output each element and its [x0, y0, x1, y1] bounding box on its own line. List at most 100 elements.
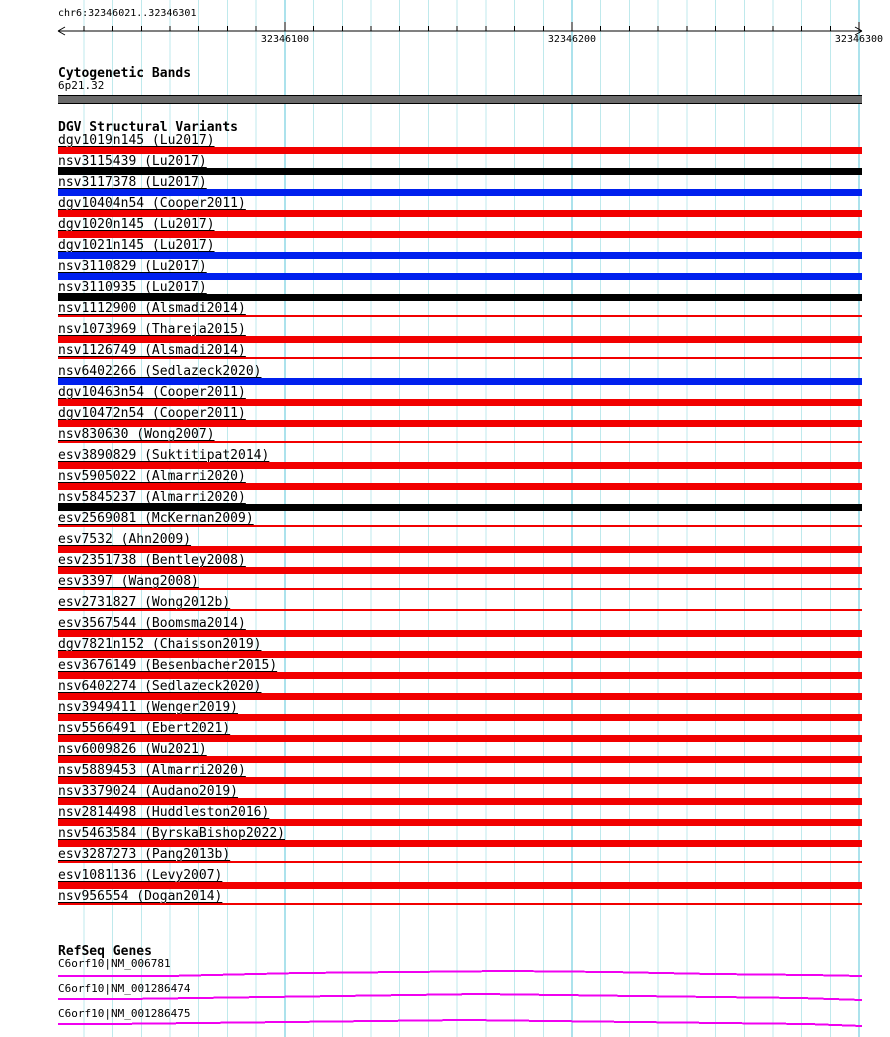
variant-label[interactable]: esv2731827 (Wong2012b): [58, 595, 231, 610]
variant-row: nsv956554 (Dogan2014): [0, 890, 890, 911]
variant-bar[interactable]: [58, 588, 862, 590]
variant-row: dgv1019n145 (Lu2017): [0, 134, 890, 155]
variant-label[interactable]: nsv5845237 (Almarri2020): [58, 490, 246, 505]
variant-bar[interactable]: [58, 735, 862, 742]
variant-label[interactable]: nsv3110829 (Lu2017): [58, 259, 207, 274]
gene-label[interactable]: C6orf10|NM_006781: [58, 957, 171, 970]
variant-label[interactable]: esv3567544 (Boomsma2014): [58, 616, 246, 631]
ruler-tick-label: 32346100: [260, 34, 310, 45]
variant-row: nsv3117378 (Lu2017): [0, 176, 890, 197]
gene-structure-line[interactable]: [58, 969, 863, 977]
variant-bar[interactable]: [58, 567, 862, 574]
variant-bar[interactable]: [58, 840, 862, 847]
variant-label[interactable]: dgv10472n54 (Cooper2011): [58, 406, 246, 421]
cytoband-bar[interactable]: [58, 95, 862, 104]
variant-bar[interactable]: [58, 294, 862, 301]
variant-bar[interactable]: [58, 903, 862, 905]
variant-label[interactable]: esv3676149 (Besenbacher2015): [58, 658, 278, 673]
variant-bar[interactable]: [58, 441, 862, 443]
variant-bar[interactable]: [58, 252, 862, 259]
variant-bar[interactable]: [58, 777, 862, 784]
variant-bar[interactable]: [58, 798, 862, 805]
variant-label[interactable]: nsv830630 (Wong2007): [58, 427, 215, 442]
variant-bar[interactable]: [58, 231, 862, 238]
variant-row: esv2351738 (Bentley2008): [0, 554, 890, 575]
variant-bar[interactable]: [58, 336, 862, 343]
variant-label[interactable]: dgv7821n152 (Chaisson2019): [58, 637, 262, 652]
variant-label[interactable]: esv1081136 (Levy2007): [58, 868, 223, 883]
variant-label[interactable]: nsv5905022 (Almarri2020): [58, 469, 246, 484]
variant-bar[interactable]: [58, 693, 862, 700]
variant-bar[interactable]: [58, 609, 862, 611]
variant-row: esv3676149 (Besenbacher2015): [0, 659, 890, 680]
variant-bar[interactable]: [58, 882, 862, 889]
variant-row: esv2731827 (Wong2012b): [0, 596, 890, 617]
gene-structure-line[interactable]: [58, 992, 863, 1001]
variant-bar[interactable]: [58, 756, 862, 763]
variant-label[interactable]: nsv3115439 (Lu2017): [58, 154, 207, 169]
variant-bar[interactable]: [58, 525, 862, 527]
cytoband-label: 6p21.32: [58, 79, 105, 92]
variant-label[interactable]: esv2569081 (McKernan2009): [58, 511, 254, 526]
variant-bar[interactable]: [58, 672, 862, 679]
variant-label[interactable]: esv2351738 (Bentley2008): [58, 553, 246, 568]
variant-bar[interactable]: [58, 861, 862, 863]
variant-label[interactable]: nsv1112900 (Alsmadi2014): [58, 301, 246, 316]
variant-bar[interactable]: [58, 630, 862, 637]
variant-label[interactable]: nsv3949411 (Wenger2019): [58, 700, 239, 715]
variant-label[interactable]: dgv1020n145 (Lu2017): [58, 217, 215, 232]
variant-bar[interactable]: [58, 651, 862, 658]
variant-label[interactable]: dgv1019n145 (Lu2017): [58, 133, 215, 148]
ruler-left-arrow-icon: [57, 26, 66, 36]
variant-bar[interactable]: [58, 504, 862, 511]
variant-bar[interactable]: [58, 210, 862, 217]
variant-bar[interactable]: [58, 462, 862, 469]
variant-bar[interactable]: [58, 483, 862, 490]
variant-bar[interactable]: [58, 546, 862, 553]
gene-structure-line[interactable]: [58, 1018, 863, 1027]
variant-label[interactable]: nsv6402274 (Sedlazeck2020): [58, 679, 262, 694]
gene-label[interactable]: C6orf10|NM_001286474: [58, 982, 191, 995]
variant-row: esv3397 (Wang2008): [0, 575, 890, 596]
variant-bar[interactable]: [58, 420, 862, 427]
variant-bar[interactable]: [58, 189, 862, 196]
variant-bar[interactable]: [58, 168, 862, 175]
gene-label[interactable]: C6orf10|NM_001286475: [58, 1007, 191, 1020]
variant-row: nsv6009826 (Wu2021): [0, 743, 890, 764]
variant-label[interactable]: dgv1021n145 (Lu2017): [58, 238, 215, 253]
variant-label[interactable]: nsv5566491 (Ebert2021): [58, 721, 231, 736]
variant-bar[interactable]: [58, 147, 862, 154]
variant-label[interactable]: nsv6009826 (Wu2021): [58, 742, 207, 757]
variant-label[interactable]: nsv1073969 (Thareja2015): [58, 322, 246, 337]
variant-bar[interactable]: [58, 315, 862, 317]
variant-label[interactable]: esv7532 (Ahn2009): [58, 532, 192, 547]
variant-bar[interactable]: [58, 714, 862, 721]
variant-label[interactable]: nsv3117378 (Lu2017): [58, 175, 207, 190]
variant-label[interactable]: esv3287273 (Pang2013b): [58, 847, 231, 862]
variant-row: nsv3379024 (Audano2019): [0, 785, 890, 806]
variant-bar[interactable]: [58, 357, 862, 359]
variant-label[interactable]: nsv956554 (Dogan2014): [58, 889, 223, 904]
variant-bar[interactable]: [58, 819, 862, 826]
variant-label[interactable]: dgv10463n54 (Cooper2011): [58, 385, 246, 400]
variant-row: esv3287273 (Pang2013b): [0, 848, 890, 869]
variant-label[interactable]: dgv10404n54 (Cooper2011): [58, 196, 246, 211]
variant-label[interactable]: nsv3379024 (Audano2019): [58, 784, 239, 799]
variant-label[interactable]: esv3890829 (Suktitipat2014): [58, 448, 270, 463]
variant-label[interactable]: nsv5463584 (ByrskaBishop2022): [58, 826, 285, 841]
variant-row: nsv5845237 (Almarri2020): [0, 491, 890, 512]
variant-bar[interactable]: [58, 399, 862, 406]
variant-bar[interactable]: [58, 273, 862, 280]
variant-bar[interactable]: [58, 378, 862, 385]
section-title-dgv-structural-variants: DGV Structural Variants: [58, 120, 239, 135]
variant-row: dgv10472n54 (Cooper2011): [0, 407, 890, 428]
variant-label[interactable]: nsv2814498 (Huddleston2016): [58, 805, 270, 820]
variant-label[interactable]: nsv3110935 (Lu2017): [58, 280, 207, 295]
variant-row: nsv1112900 (Alsmadi2014): [0, 302, 890, 323]
variant-label[interactable]: nsv1126749 (Alsmadi2014): [58, 343, 246, 358]
variant-label[interactable]: nsv5889453 (Almarri2020): [58, 763, 246, 778]
variant-label[interactable]: esv3397 (Wang2008): [58, 574, 199, 589]
variant-label[interactable]: nsv6402266 (Sedlazeck2020): [58, 364, 262, 379]
section-title-cytogenetic-bands: Cytogenetic Bands: [58, 66, 192, 81]
variant-row: dgv1021n145 (Lu2017): [0, 239, 890, 260]
